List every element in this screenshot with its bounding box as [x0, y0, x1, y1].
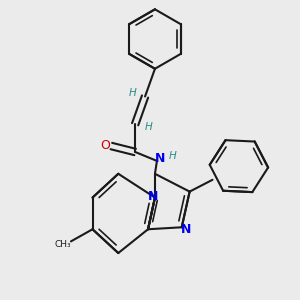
- Text: H: H: [169, 151, 177, 161]
- Text: O: O: [100, 139, 110, 152]
- Text: N: N: [148, 190, 158, 203]
- Text: H: H: [128, 88, 136, 98]
- Text: H: H: [145, 122, 153, 132]
- Text: N: N: [181, 223, 191, 236]
- Text: N: N: [155, 152, 165, 165]
- Text: CH₃: CH₃: [55, 240, 71, 249]
